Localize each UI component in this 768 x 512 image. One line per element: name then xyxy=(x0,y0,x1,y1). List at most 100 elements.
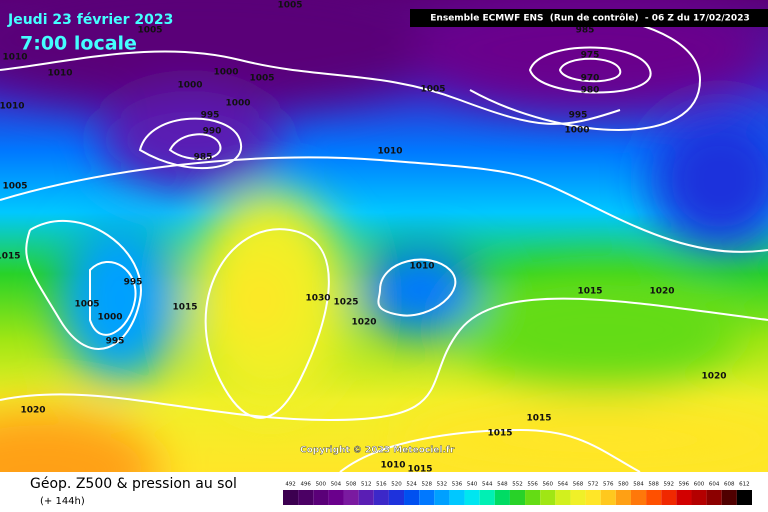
legend-label: 588 xyxy=(648,482,659,488)
isobar-label: 1010 xyxy=(377,147,402,157)
isobar-label: 1020 xyxy=(701,372,726,382)
legend-label: 496 xyxy=(300,482,311,488)
legend-label: 492 xyxy=(285,482,296,488)
legend-swatch xyxy=(600,490,616,505)
model-banner xyxy=(410,9,768,27)
legend-swatch xyxy=(676,490,692,505)
legend-swatch xyxy=(691,490,707,505)
isobar-labels: 1005 1005 1010 1010 1000 1005 1000 1010 1000 995 9… xyxy=(0,1,727,475)
footer-title: Géop. Z500 & pression au sol xyxy=(30,476,237,492)
legend-label: 604 xyxy=(709,482,720,488)
legend-label: 576 xyxy=(603,482,614,488)
legend-swatch xyxy=(419,490,435,505)
isobar-label: 1015 xyxy=(487,429,512,439)
legend-label: 532 xyxy=(437,482,448,488)
legend-swatch xyxy=(494,490,510,505)
isobar-label: 995 xyxy=(106,337,125,347)
legend-label: 508 xyxy=(346,482,357,488)
isobar-label: 1005 xyxy=(74,300,99,310)
legend-label: 516 xyxy=(376,482,387,488)
legend-swatch xyxy=(328,490,344,505)
legend-label: 540 xyxy=(467,482,478,488)
isobar-label: 1010 xyxy=(380,461,405,471)
isobar-label: 1010 xyxy=(0,102,25,112)
legend-swatch xyxy=(585,490,601,505)
legend-swatch xyxy=(464,490,480,505)
legend-swatch xyxy=(509,490,526,505)
legend-label: 556 xyxy=(527,482,538,488)
isobar-label: 1015 xyxy=(0,252,21,262)
legend-swatch xyxy=(388,490,405,505)
isobar-label: 1000 xyxy=(177,81,202,91)
legend-swatch xyxy=(343,490,359,505)
isobar-label: 1005 xyxy=(2,182,27,192)
isobar-label: 1005 xyxy=(137,26,162,36)
isobar-label: 1010 xyxy=(409,262,434,272)
lead-time: (+ 144h) xyxy=(40,496,85,507)
isobar-label: 995 xyxy=(569,111,588,121)
legend-swatch xyxy=(283,490,299,505)
isobar-label: 1020 xyxy=(351,318,376,328)
legend-label: 612 xyxy=(739,482,750,488)
legend-label: 560 xyxy=(543,482,554,488)
legend-label: 608 xyxy=(724,482,735,488)
legend-swatch xyxy=(630,490,647,505)
legend-swatch xyxy=(479,490,495,505)
isobar-label: 1015 xyxy=(526,414,551,424)
isobar-label: 995 xyxy=(201,111,220,121)
isobar-label: 990 xyxy=(203,127,222,137)
legend-swatch xyxy=(434,490,450,505)
legend-swatch xyxy=(615,490,631,505)
legend-swatch xyxy=(721,490,737,505)
legend-label: 572 xyxy=(588,482,599,488)
legend-swatch xyxy=(646,490,662,505)
legend-label: 564 xyxy=(558,482,569,488)
isobar-label: 1000 xyxy=(564,126,589,136)
legend-label: 520 xyxy=(391,482,402,488)
legend-label: 536 xyxy=(452,482,463,488)
isobars xyxy=(0,9,768,473)
legend-swatch xyxy=(540,490,556,505)
legend-label: 524 xyxy=(406,482,417,488)
isobar-label: 1005 xyxy=(420,85,445,95)
copyright: Copyright © 2023 Meteociel.fr xyxy=(300,446,455,456)
legend-swatch xyxy=(404,490,420,505)
legend-label: 580 xyxy=(618,482,629,488)
legend-label: 500 xyxy=(316,482,327,488)
legend-label: 504 xyxy=(331,482,342,488)
isobar-label: 1015 xyxy=(407,465,432,475)
isobar-label: 995 xyxy=(124,278,143,288)
color-legend: 492 496 500 504 508 512 516 520 524 528 532 536 540 5… xyxy=(283,482,752,505)
isobar-label: 1010 xyxy=(2,53,27,63)
isobar-label: 1000 xyxy=(213,68,238,78)
legend-swatch xyxy=(358,490,374,505)
isobar-label: 1000 xyxy=(225,99,250,109)
isobar-label: 970 xyxy=(581,74,600,84)
isobar-label: 1015 xyxy=(577,287,602,297)
legend-swatch xyxy=(570,490,586,505)
legend-swatch xyxy=(313,490,329,505)
isobar-label: 1000 xyxy=(97,313,122,323)
legend-label: 596 xyxy=(679,482,690,488)
isobar-label: 1025 xyxy=(333,298,358,308)
isobar-label: 985 xyxy=(576,26,595,36)
legend-swatch xyxy=(736,490,752,505)
legend-swatch xyxy=(706,490,722,505)
legend-swatch xyxy=(661,490,677,505)
legend-label: 528 xyxy=(421,482,432,488)
isobar-label: 1005 xyxy=(249,74,274,84)
legend-label: 552 xyxy=(512,482,523,488)
isobar-label: 1015 xyxy=(172,303,197,313)
legend-swatch xyxy=(555,490,571,505)
legend-label: 600 xyxy=(694,482,705,488)
legend-label: 592 xyxy=(664,482,675,488)
isobar-label: 1020 xyxy=(20,406,45,416)
isobar-label: 1020 xyxy=(649,287,674,297)
time: 7:00 locale xyxy=(20,33,137,55)
legend-label: 584 xyxy=(633,482,644,488)
legend-swatch xyxy=(525,490,541,505)
legend-swatch xyxy=(373,490,389,505)
legend-swatch xyxy=(298,490,314,505)
